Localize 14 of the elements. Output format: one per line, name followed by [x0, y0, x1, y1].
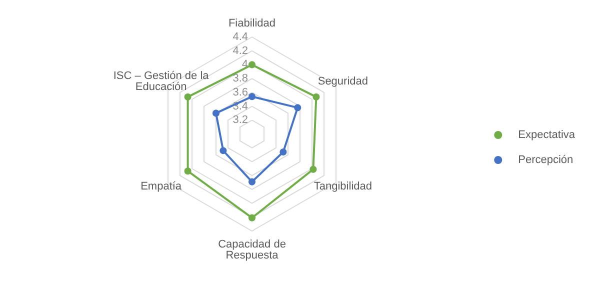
- y-tick-label: 4.2: [232, 44, 248, 57]
- y-tick-label: 4.4: [232, 31, 248, 43]
- spoke-label: Seguridad: [318, 76, 368, 88]
- legend-label: Percepción: [518, 154, 574, 166]
- y-tick-label: 4: [242, 58, 248, 71]
- legend-label: Expectativa: [518, 129, 576, 141]
- spoke-label: Empatía: [140, 180, 182, 192]
- spoke-label: Capacidad de Respuesta: [218, 238, 286, 262]
- y-tick-label: 3.6: [232, 86, 248, 98]
- y-tick-label: 3.8: [232, 72, 248, 85]
- y-tick-label: 3.2: [232, 114, 248, 126]
- spoke-label: Fiabilidad: [228, 18, 276, 30]
- spoke-label: Tangibilidad: [314, 180, 372, 192]
- spoke-label: ISC – Gestión de la Educación: [113, 70, 210, 93]
